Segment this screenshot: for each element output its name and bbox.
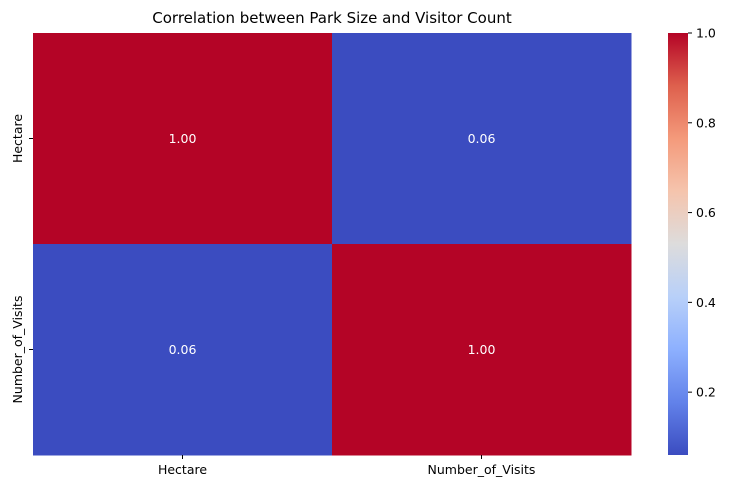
- cell-value-label: 0.06: [169, 342, 197, 357]
- colorbar-ticks: 0.2 0.4 0.6 0.8 1.0: [688, 26, 716, 400]
- heatmap-cell: [33, 33, 333, 245]
- x-tick-label: Hectare: [158, 462, 207, 477]
- colorbar-tick-label: 0.2: [696, 385, 716, 400]
- heatmap-cell-labels: 1.00 0.06 0.06 1.00: [169, 131, 496, 357]
- heatmap-cell: [332, 33, 632, 245]
- y-tick-label: Number_of_Visits: [10, 296, 25, 404]
- chart-title: Correlation between Park Size and Visito…: [152, 9, 512, 27]
- colorbar-tick-label: 0.8: [696, 115, 716, 130]
- colorbar-tick-label: 0.6: [696, 205, 716, 220]
- heatmap-cell: [332, 244, 632, 456]
- cell-value-label: 1.00: [468, 342, 496, 357]
- heatmap-cells: [33, 33, 632, 456]
- x-tick-label: Number_of_Visits: [428, 462, 536, 477]
- colorbar: 0.2 0.4 0.6 0.8 1.0: [668, 26, 716, 455]
- y-tick-label: Hectare: [10, 114, 25, 163]
- colorbar-tick-label: 1.0: [696, 26, 716, 41]
- colorbar-gradient: [668, 33, 688, 455]
- y-axis: Hectare Number_of_Visits: [10, 114, 33, 404]
- cell-value-label: 1.00: [169, 131, 197, 146]
- colorbar-tick-label: 0.4: [696, 295, 716, 310]
- heatmap-cell: [33, 244, 333, 456]
- x-axis: Hectare Number_of_Visits: [158, 455, 536, 477]
- cell-value-label: 0.06: [468, 131, 496, 146]
